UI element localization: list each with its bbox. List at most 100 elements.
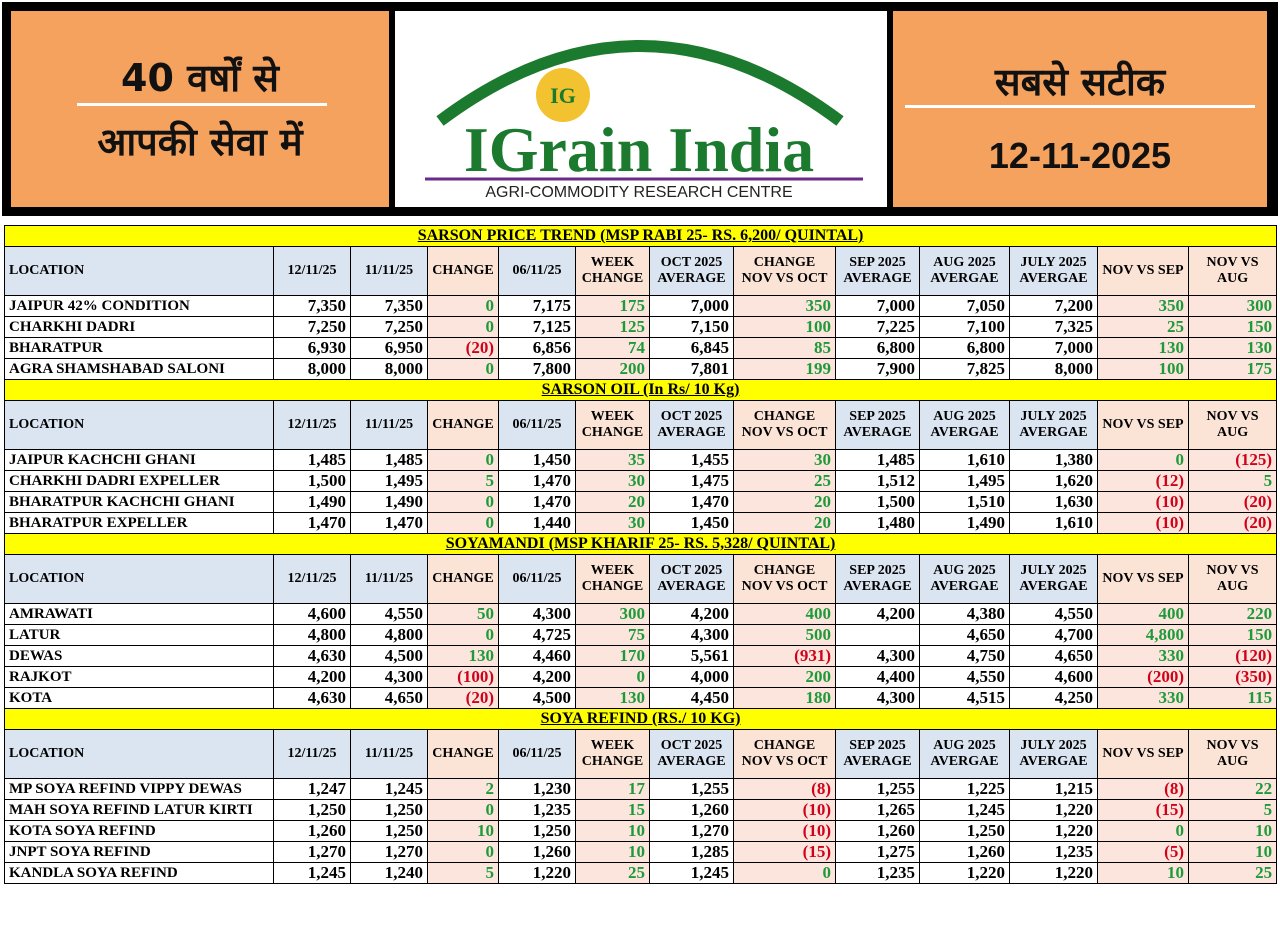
value-cell: 4,630 (273, 645, 351, 667)
value-cell: (931) (733, 645, 836, 667)
data-row: CHARKHI DADRI EXPELLER 1,500 1,495 5 1,470 30… (4, 470, 1278, 492)
value-cell: 0 (427, 449, 499, 471)
value-cell: 199 (733, 358, 836, 380)
column-header: AUG 2025 AVERGAE (919, 554, 1010, 604)
value-cell: 7,000 (1009, 337, 1098, 359)
value-cell: 1,455 (649, 449, 734, 471)
location-cell: JAIPUR 42% CONDITION (4, 295, 274, 317)
value-cell: 1,470 (649, 491, 734, 513)
header-row: LOCATION 12/11/25 11/11/25 CHANGE 06/11/25 WE… (4, 554, 1278, 604)
location-cell: KOTA SOYA REFIND (4, 820, 274, 842)
left-panel: 40 वर्षों से आपकी सेवा में (11, 11, 389, 207)
value-cell: 7,250 (273, 316, 351, 338)
column-header: JULY 2025 AVERGAE (1009, 554, 1098, 604)
value-cell: 10 (1187, 841, 1278, 863)
value-cell: (5) (1097, 841, 1189, 863)
column-header: SEP 2025 AVERAGE (835, 729, 920, 779)
badge (536, 68, 590, 122)
value-cell: 25 (733, 470, 836, 492)
value-cell: 130 (575, 687, 650, 709)
value-cell: 115 (1187, 687, 1278, 709)
value-cell: 350 (1097, 295, 1189, 317)
location-cell: KOTA (4, 687, 274, 709)
value-cell: (20) (427, 337, 499, 359)
value-cell: (8) (1097, 778, 1189, 800)
value-cell: 5 (1187, 799, 1278, 821)
value-cell: 7,800 (498, 358, 576, 380)
value-cell: 1,225 (919, 778, 1010, 800)
value-cell: 300 (575, 603, 650, 625)
value-cell: 20 (733, 512, 836, 534)
column-header: OCT 2025 AVERAGE (649, 729, 734, 779)
value-cell: 4,515 (919, 687, 1010, 709)
value-cell: 6,845 (649, 337, 734, 359)
value-cell: (200) (1097, 666, 1189, 688)
column-header: CHANGE NOV VS OCT (733, 729, 836, 779)
value-cell: 1,265 (835, 799, 920, 821)
value-cell: 1,270 (350, 841, 428, 863)
value-cell: 1,610 (919, 449, 1010, 471)
column-header: CHANGE (427, 400, 499, 450)
value-cell: 1,220 (919, 862, 1010, 884)
column-header: 11/11/25 (350, 729, 428, 779)
data-row: AGRA SHAMSHABAD SALONI 8,000 8,000 0 7,800 20… (4, 358, 1278, 380)
logo: IG IGrain India AGRI-COMMODITY RESEARCH … (395, 11, 887, 207)
column-header: 06/11/25 (498, 246, 576, 296)
value-cell: 400 (733, 603, 836, 625)
column-header: 12/11/25 (273, 554, 351, 604)
value-cell: 7,000 (835, 295, 920, 317)
column-header: NOV VS SEP (1097, 729, 1189, 779)
column-header: AUG 2025 AVERGAE (919, 400, 1010, 450)
value-cell: 4,200 (273, 666, 351, 688)
value-cell: 25 (1097, 316, 1189, 338)
column-header: CHANGE (427, 246, 499, 296)
column-header: AUG 2025 AVERGAE (919, 246, 1010, 296)
value-cell: 7,350 (273, 295, 351, 317)
value-cell: 4,650 (919, 624, 1010, 646)
value-cell: 10 (575, 841, 650, 863)
column-header: OCT 2025 AVERAGE (649, 554, 734, 604)
tagline-3: सबसे सटीक (994, 60, 1166, 104)
value-cell: 0 (427, 624, 499, 646)
value-cell: 1,485 (273, 449, 351, 471)
value-cell: 1,475 (649, 470, 734, 492)
value-cell: 1,260 (649, 799, 734, 821)
value-cell: 10 (1097, 862, 1189, 884)
value-cell (835, 624, 920, 646)
value-cell: 10 (575, 820, 650, 842)
column-header: LOCATION (4, 554, 274, 604)
data-row: JAIPUR 42% CONDITION 7,350 7,350 0 7,175 175 7… (4, 295, 1278, 317)
value-cell: 4,500 (350, 645, 428, 667)
section-title-row: SARSON PRICE TREND (MSP RABI 25- RS. 6,2… (3, 225, 1278, 247)
value-cell: 74 (575, 337, 650, 359)
value-cell: 1,255 (835, 778, 920, 800)
column-header: OCT 2025 AVERAGE (649, 400, 734, 450)
value-cell: (125) (1187, 449, 1278, 471)
value-cell: 1,275 (835, 841, 920, 863)
value-cell: 175 (575, 295, 650, 317)
value-cell: 1,470 (498, 470, 576, 492)
location-cell: AGRA SHAMSHABAD SALONI (4, 358, 274, 380)
value-cell: 1,250 (919, 820, 1010, 842)
value-cell: 130 (1187, 337, 1278, 359)
location-cell: LATUR (4, 624, 274, 646)
column-header: AUG 2025 AVERGAE (919, 729, 1010, 779)
value-cell: 0 (427, 799, 499, 821)
value-cell: 1,440 (498, 512, 576, 534)
value-cell: 4,250 (1009, 687, 1098, 709)
data-row: BHARATPUR 6,930 6,950 (20) 6,856 74 6,845 85 6,8… (4, 337, 1278, 359)
value-cell: 150 (1187, 316, 1278, 338)
value-cell: 1,495 (350, 470, 428, 492)
value-cell: 1,220 (1009, 862, 1098, 884)
location-cell: MP SOYA REFIND VIPPY DEWAS (4, 778, 274, 800)
column-header: LOCATION (4, 400, 274, 450)
column-header: NOV VS AUG (1187, 246, 1278, 296)
column-header: WEEK CHANGE (575, 554, 650, 604)
location-cell: RAJKOT (4, 666, 274, 688)
value-cell: 4,300 (350, 666, 428, 688)
price-table: SARSON PRICE TREND (MSP RABI 25- RS. 6,2… (3, 225, 1278, 884)
value-cell: 7,825 (919, 358, 1010, 380)
value-cell: 1,450 (649, 512, 734, 534)
value-cell: 200 (575, 358, 650, 380)
